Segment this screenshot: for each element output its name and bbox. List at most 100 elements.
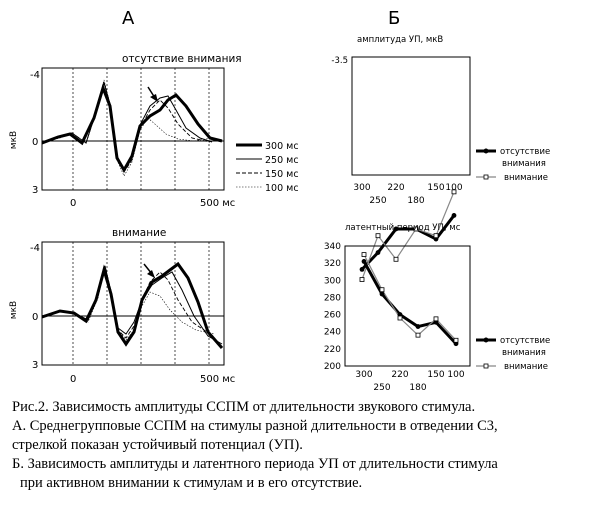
- latency-ytick-340: 340: [324, 242, 341, 252]
- erp-top-curve-300: [41, 83, 223, 173]
- latency-xtick-300: 300: [355, 370, 372, 380]
- latency-yticks: 340 320 300 280 260 240 220 200: [324, 242, 341, 372]
- latency-xticks: 300 220 150 100 250 180: [355, 370, 464, 393]
- latency-point-0-3: [415, 324, 421, 329]
- amplitude-chart: амплитуда УП, мкВ -3.5 300 220 150 100 250 18…: [331, 35, 471, 282]
- erp-top-chart: отсутствие внимания -4 0 3 мкВ 0 500 мс: [9, 53, 242, 209]
- latency-line-1: [363, 254, 457, 341]
- latency-point-1-5: [453, 337, 459, 343]
- amplitude-xtick-220: 220: [387, 183, 404, 193]
- erp-top-ytick-zero: 0: [32, 137, 38, 148]
- amplitude-xtick-180: 180: [407, 196, 424, 206]
- legend-bottom-label-1b: внимания: [502, 348, 546, 358]
- latency-ytick-240: 240: [324, 328, 341, 338]
- erp-top-curve-250: [41, 81, 213, 171]
- caption-line-4: Б. Зависимость амплитуды и латентного пе…: [12, 456, 498, 472]
- latency-point-1-0: [361, 252, 367, 257]
- amplitude-point-0-2: [393, 226, 399, 232]
- legend-marker-attention: [483, 174, 489, 180]
- caption-line-5: при активном внимании к стимулам и в его…: [20, 475, 363, 491]
- legend-label-150: 150 мс: [265, 169, 299, 180]
- latency-ytick-220: 220: [324, 345, 341, 355]
- erp-bottom-arrow: [143, 263, 155, 278]
- erp-bottom-xtick-zero: 0: [70, 374, 76, 385]
- legend-bottom-label-2: внимание: [504, 362, 548, 372]
- erp-bottom-ylabel: мкВ: [9, 301, 19, 319]
- amplitude-ytick: -3.5: [331, 56, 348, 66]
- legend-bottom-label-1a: отсутствие: [500, 336, 550, 346]
- erp-bottom-ytick-zero: 0: [32, 312, 38, 323]
- latency-series: [361, 252, 459, 347]
- latency-point-1-4: [433, 316, 439, 322]
- erp-bottom-xtick-end: 500 мс: [200, 374, 235, 385]
- legend-marker-no-attention: [483, 148, 489, 154]
- legend-top-label-1a: отсутствие: [500, 147, 550, 157]
- erp-top-arrow: [147, 86, 158, 102]
- amplitude-xtick-300: 300: [353, 183, 370, 193]
- amplitude-xtick-250: 250: [369, 196, 386, 206]
- legend2-marker-no-attention: [483, 337, 489, 343]
- latency-ytick-280: 280: [324, 293, 341, 303]
- erp-top-title: отсутствие внимания: [122, 53, 242, 65]
- legend-label-300: 300 мс: [265, 141, 299, 152]
- latency-ytick-260: 260: [324, 311, 341, 321]
- amplitude-series: [359, 189, 457, 282]
- amplitude-point-1-3: [413, 226, 419, 232]
- legend-label-100: 100 мс: [265, 183, 299, 194]
- erp-bottom-curve-100: [41, 265, 215, 341]
- amplitude-point-1-4: [433, 233, 439, 239]
- amplitude-xticks: 300 220 150 100 250 180: [353, 183, 462, 206]
- erp-top-xtick-zero: 0: [70, 198, 76, 209]
- amplitude-point-1-5: [451, 189, 457, 195]
- latency-point-0-0: [361, 259, 367, 264]
- erp-bottom-curve-300: [41, 261, 224, 349]
- amplitude-xtick-150: 150: [427, 183, 444, 193]
- amplitude-point-0-5: [451, 213, 457, 218]
- amplitude-xtick-100: 100: [445, 183, 462, 193]
- erp-bottom-frame: [41, 241, 225, 366]
- erp-bottom-ytick-top: -4: [30, 243, 40, 254]
- latency-point-1-1: [379, 287, 385, 293]
- figure: А Б отсутствие внимания -4 0 3 мкВ 0 500…: [9, 8, 550, 393]
- erp-legend: 300 мс 250 мс 150 мс 100 мс: [236, 141, 299, 194]
- erp-top-ytick-top: -4: [30, 70, 40, 81]
- latency-xtick-180: 180: [409, 383, 426, 393]
- erp-top-curve-150: [41, 80, 211, 173]
- amplitude-line-0: [360, 214, 456, 271]
- erp-top-ylabel: мкВ: [9, 131, 19, 149]
- erp-top-xtick-end: 500 мс: [200, 198, 235, 209]
- caption-line-3: стрелкой показан устойчивый потенциал (У…: [12, 437, 303, 453]
- erp-bottom-curve-150: [41, 265, 211, 339]
- figure-caption: Рис.2. Зависимость амплитуды ССПМ от дли…: [12, 398, 592, 493]
- erp-top-frame: [41, 67, 225, 191]
- right-legend-top: отсутствие внимания внимание: [476, 147, 550, 183]
- caption-line-2: А. Среднегрупповые ССПМ на стимулы разно…: [12, 418, 498, 434]
- erp-top-grid: [72, 68, 210, 190]
- amplitude-point-1-1: [375, 233, 381, 239]
- amplitude-point-1-2: [393, 256, 399, 262]
- legend2-marker-attention: [483, 363, 489, 369]
- latency-line-0: [362, 260, 458, 345]
- latency-xtick-100: 100: [447, 370, 464, 380]
- legend-top-label-2: внимание: [504, 173, 548, 183]
- amplitude-point-0-1: [375, 250, 381, 255]
- latency-xtick-220: 220: [391, 370, 408, 380]
- latency-point-1-3: [415, 332, 421, 338]
- latency-point-1-2: [397, 315, 403, 321]
- latency-ytick-320: 320: [324, 259, 341, 269]
- latency-title: латентный период УП, мс: [345, 223, 461, 233]
- caption-line-1: Рис.2. Зависимость амплитуды ССПМ от дли…: [12, 399, 476, 415]
- latency-ytick-200: 200: [324, 362, 341, 372]
- panel-b-label: Б: [388, 8, 400, 29]
- legend-label-250: 250 мс: [265, 155, 299, 166]
- amplitude-line-1: [361, 191, 455, 280]
- latency-point-0-1: [379, 291, 385, 297]
- amplitude-title: амплитуда УП, мкВ: [357, 35, 443, 45]
- erp-bottom-title: внимание: [112, 227, 166, 239]
- latency-frame: [344, 245, 471, 367]
- right-legend-bottom: отсутствие внимания внимание: [476, 336, 550, 372]
- latency-ytick-300: 300: [324, 276, 341, 286]
- legend-top-label-1b: внимания: [502, 159, 546, 169]
- latency-xtick-150: 150: [427, 370, 444, 380]
- latency-chart: латентный период УП, мс 340 320 300 280 260 2…: [324, 223, 471, 393]
